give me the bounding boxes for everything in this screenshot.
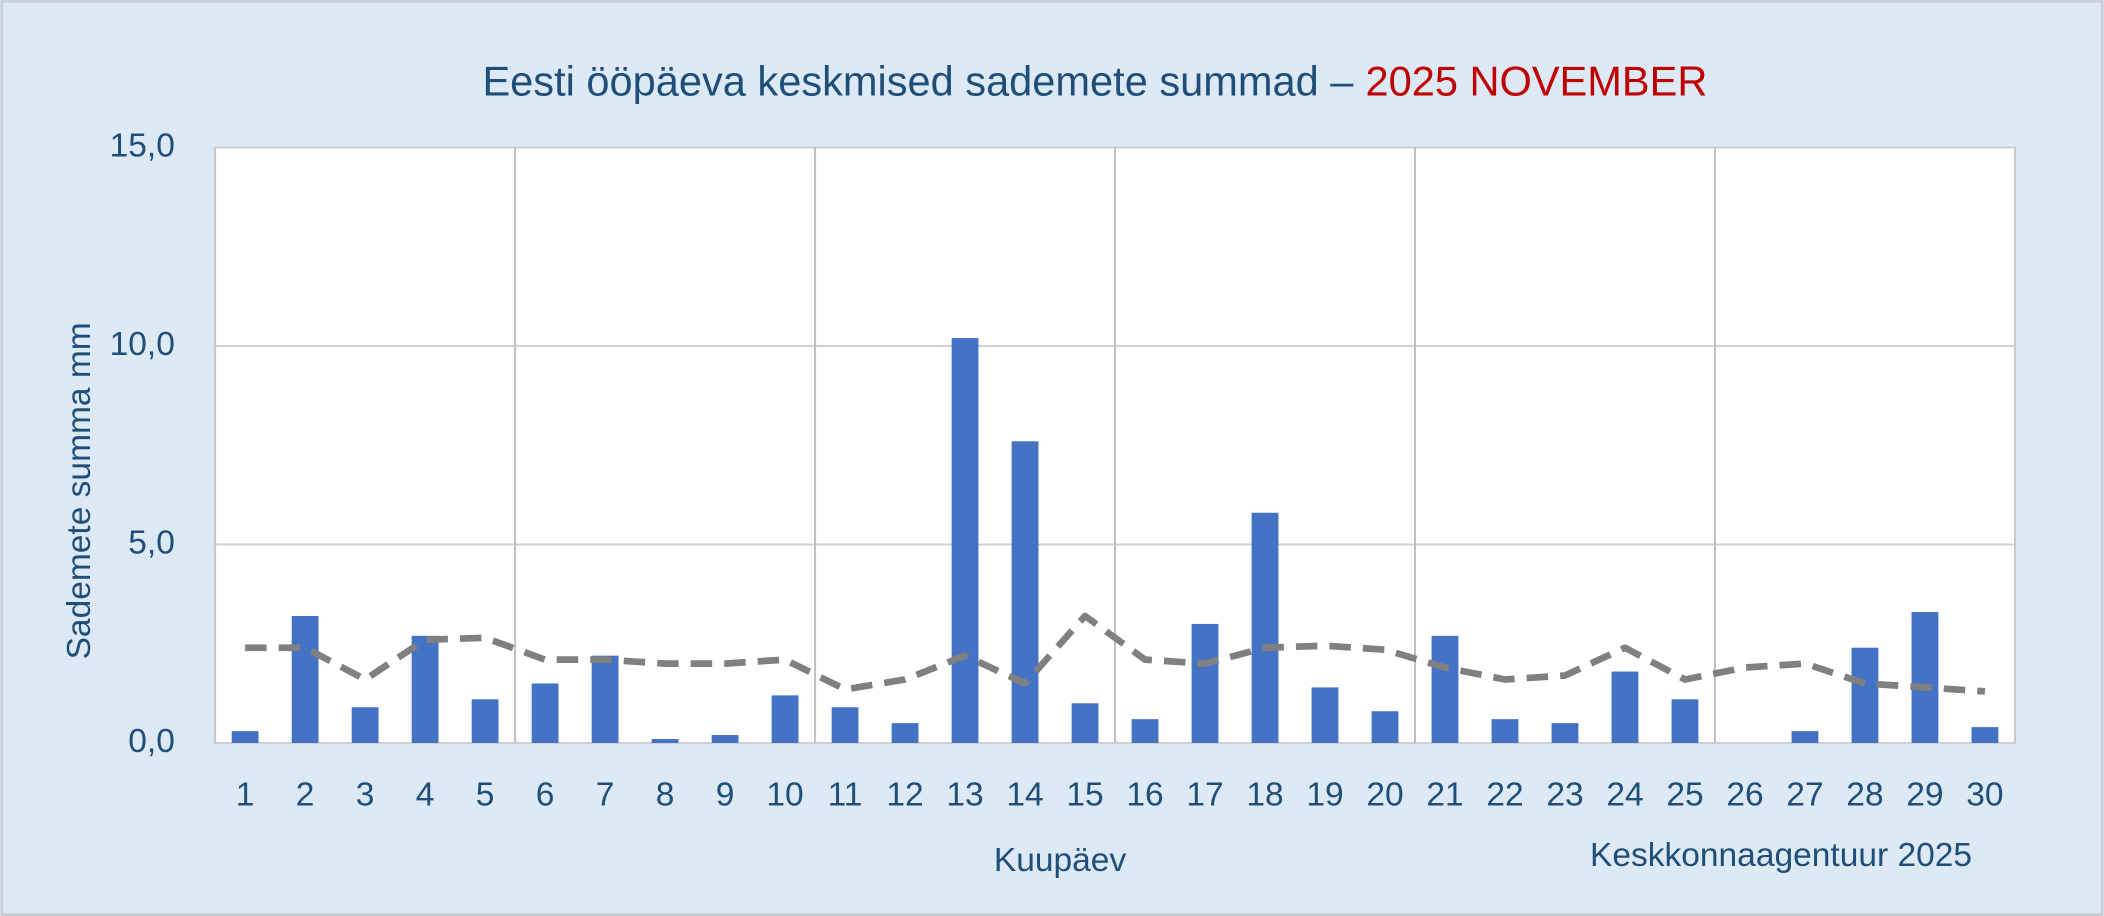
bar — [411, 635, 439, 743]
bar — [1311, 687, 1339, 743]
x-tick-label: 9 — [716, 776, 735, 813]
x-tick-label: 10 — [766, 776, 803, 813]
bar — [291, 615, 319, 743]
x-tick-label: 3 — [356, 776, 375, 813]
source-label: Keskkonnaagentuur 2025 — [1590, 837, 1972, 874]
x-tick-label: 15 — [1066, 776, 1103, 813]
x-tick-label: 19 — [1306, 776, 1343, 813]
x-tick-label: 22 — [1486, 776, 1523, 813]
x-tick-label: 8 — [656, 776, 675, 813]
title-main: Eesti ööpäeva keskmised sademete summad … — [482, 57, 1354, 104]
x-axis-label: Kuupäev — [994, 842, 1127, 879]
line — [245, 612, 1986, 695]
x-tick-label: 18 — [1246, 776, 1283, 813]
bar — [1611, 671, 1639, 743]
bar — [711, 735, 739, 743]
x-tick-label: 4 — [416, 776, 435, 813]
bar — [1791, 731, 1819, 743]
bar — [1371, 711, 1399, 743]
x-tick-label: 26 — [1726, 776, 1763, 813]
y-tick-label: 15,0 — [110, 127, 175, 164]
bar — [771, 695, 799, 743]
bar — [1431, 635, 1459, 743]
bar — [531, 683, 559, 743]
title-highlight: 2025 NOVEMBER — [1365, 57, 1707, 104]
bar — [1971, 727, 1999, 743]
bar — [951, 338, 979, 743]
x-tick-label: 28 — [1846, 776, 1883, 813]
y-tick-label: 5,0 — [128, 524, 175, 561]
x-tick-label: 24 — [1606, 776, 1643, 813]
x-tick-label: 16 — [1126, 776, 1163, 813]
x-tick-label: 25 — [1666, 776, 1703, 813]
bar — [351, 707, 379, 743]
x-tick-label: 2 — [296, 776, 315, 813]
y-tick-label: 10,0 — [110, 326, 175, 363]
bar — [1671, 699, 1699, 743]
bar — [1191, 623, 1219, 743]
bar — [831, 707, 859, 743]
x-tick-label: 1 — [236, 776, 255, 813]
chart-title: Eesti ööpäeva keskmised sademete summad … — [482, 57, 1707, 104]
x-tick-label: 27 — [1786, 776, 1823, 813]
x-tick-label: 11 — [828, 776, 863, 813]
x-tick-label: 7 — [596, 776, 615, 813]
bar — [231, 731, 259, 743]
bar — [1131, 719, 1159, 743]
x-tick-label: 5 — [476, 776, 495, 813]
bar — [891, 723, 919, 743]
bar — [591, 655, 619, 743]
y-tick-label: 0,0 — [128, 723, 175, 760]
bar — [1551, 723, 1579, 743]
x-tick-label: 30 — [1966, 776, 2003, 813]
x-tick-label: 29 — [1906, 776, 1943, 813]
x-tick-label: 20 — [1366, 776, 1403, 813]
x-tick-label: 14 — [1006, 776, 1043, 813]
x-tick-label: 23 — [1546, 776, 1583, 813]
bar — [471, 699, 499, 743]
x-tick-label: 6 — [536, 776, 555, 813]
bar — [1071, 703, 1099, 743]
bar — [1011, 441, 1039, 743]
x-tick-label: 17 — [1186, 776, 1223, 813]
x-tick-label: 12 — [886, 776, 923, 813]
y-axis-label: Sademete summa mm — [61, 322, 98, 659]
bar — [1911, 611, 1939, 743]
x-tick-label: 13 — [946, 776, 983, 813]
bar — [1491, 719, 1519, 743]
x-tick-label: 21 — [1426, 776, 1463, 813]
bar — [651, 739, 679, 743]
bar — [1251, 512, 1279, 743]
bar — [1851, 647, 1879, 743]
